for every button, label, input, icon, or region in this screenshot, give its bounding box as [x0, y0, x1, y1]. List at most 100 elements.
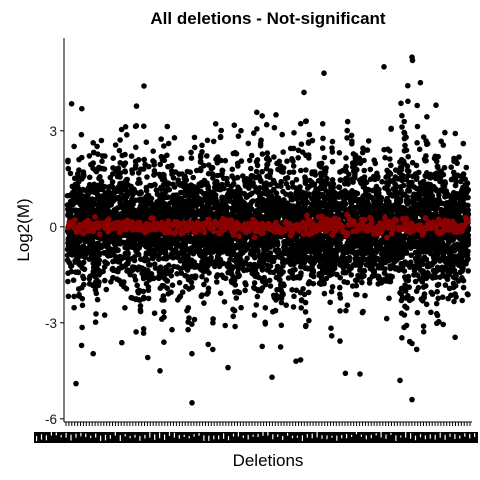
data-point [280, 165, 287, 171]
data-point [201, 300, 207, 306]
data-point [231, 307, 238, 314]
data-point [234, 174, 241, 181]
data-point [248, 165, 254, 172]
data-point [143, 139, 150, 145]
data-point [182, 240, 189, 246]
data-point [110, 171, 116, 177]
data-point [323, 165, 329, 171]
data-point [119, 339, 125, 346]
data-point [243, 282, 249, 288]
data-point [258, 137, 264, 143]
data-point [166, 262, 172, 269]
data-point [189, 350, 195, 357]
data-point [161, 339, 167, 346]
data-point [218, 157, 224, 164]
data-point [274, 239, 281, 245]
data-point [203, 277, 210, 283]
data-point [329, 158, 336, 165]
data-point [94, 143, 100, 150]
data-point [123, 286, 130, 292]
data-point [76, 246, 83, 252]
data-point [81, 281, 87, 288]
data-point [205, 289, 211, 296]
data-point [144, 174, 150, 180]
data-point [329, 270, 336, 277]
data-point [201, 281, 207, 288]
data-point [230, 264, 236, 270]
data-point [305, 289, 312, 296]
data-point [122, 169, 129, 175]
data-point [300, 286, 306, 292]
data-point [259, 151, 266, 157]
data-point [328, 288, 335, 295]
data-point [383, 315, 390, 322]
data-point [135, 157, 142, 163]
data-point [259, 343, 266, 350]
data-point [161, 309, 167, 315]
data-point [101, 166, 108, 172]
data-point [71, 175, 78, 182]
data-point [248, 206, 255, 212]
data-point [110, 184, 116, 190]
data-point [330, 181, 337, 187]
data-point [399, 124, 405, 130]
data-point [266, 157, 273, 163]
data-point [242, 287, 248, 294]
data-point [100, 268, 106, 275]
data-point [279, 290, 286, 297]
data-point [157, 186, 164, 192]
data-point [219, 171, 225, 177]
data-point [132, 165, 139, 171]
data-point [304, 265, 310, 271]
data-point [337, 274, 344, 281]
data-point [137, 307, 144, 313]
data-point [205, 285, 212, 292]
data-point [179, 289, 186, 296]
data-point [124, 249, 131, 256]
data-point [192, 144, 198, 151]
data-point [229, 166, 236, 173]
data-point [176, 279, 183, 286]
data-point [148, 195, 155, 202]
data-point [207, 205, 213, 212]
data-point [344, 127, 351, 134]
data-point [305, 152, 312, 158]
data-point [259, 265, 265, 271]
data-point [359, 309, 366, 316]
data-point [161, 177, 168, 183]
data-point [253, 302, 260, 308]
data-point [78, 192, 85, 198]
data-point [232, 282, 239, 288]
data-point [309, 137, 316, 144]
data-point [90, 160, 96, 166]
data-point [221, 299, 228, 305]
data-point [140, 326, 147, 332]
data-point [302, 309, 309, 315]
data-point [80, 169, 87, 175]
data-point [212, 192, 219, 198]
data-point [328, 325, 334, 332]
data-point [405, 98, 411, 105]
data-point [79, 295, 86, 302]
data-point [206, 270, 212, 276]
data-point [68, 263, 74, 270]
data-point [217, 133, 224, 140]
data-point [275, 247, 282, 253]
data-point [406, 188, 413, 194]
data-point [185, 305, 192, 311]
data-point [76, 167, 82, 173]
data-point [290, 158, 296, 164]
data-point [125, 267, 132, 274]
data-point [362, 292, 368, 299]
data-point [217, 290, 224, 297]
data-point [101, 312, 108, 318]
data-point [389, 273, 396, 280]
data-point [151, 181, 158, 188]
data-point [128, 153, 135, 159]
data-point [165, 140, 172, 147]
data-point [161, 297, 167, 303]
data-point [152, 265, 159, 271]
data-point [125, 260, 131, 267]
data-point [298, 141, 305, 147]
data-point [71, 304, 77, 311]
